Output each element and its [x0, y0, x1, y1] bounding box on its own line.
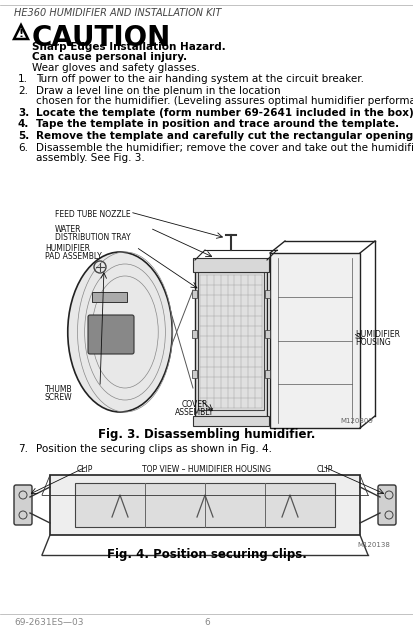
Text: Turn off power to the air handing system at the circuit breaker.: Turn off power to the air handing system…	[36, 74, 363, 84]
Text: FEED TUBE NOZZLE: FEED TUBE NOZZLE	[55, 210, 131, 219]
Text: DISTRIBUTION TRAY: DISTRIBUTION TRAY	[55, 233, 131, 242]
Text: Tape the template in position and trace around the template.: Tape the template in position and trace …	[36, 119, 398, 129]
Text: 6: 6	[204, 618, 209, 627]
Bar	[92, 292, 127, 302]
Text: assembly. See Fig. 3.: assembly. See Fig. 3.	[36, 153, 145, 163]
Bar	[197, 272, 263, 410]
FancyBboxPatch shape	[377, 485, 395, 525]
Text: 6.: 6.	[18, 143, 28, 153]
FancyBboxPatch shape	[88, 315, 134, 354]
Text: HOUSING: HOUSING	[354, 338, 390, 347]
Bar	[264, 290, 269, 298]
Text: chosen for the humidifier. (Leveling assures optimal humidifier performance.): chosen for the humidifier. (Leveling ass…	[36, 96, 413, 106]
Text: M120138: M120138	[356, 542, 389, 548]
Text: CAUTION: CAUTION	[32, 24, 171, 52]
Text: HUMIDIFIER: HUMIDIFIER	[354, 330, 399, 339]
Bar	[264, 330, 269, 338]
Text: CLIP: CLIP	[77, 465, 93, 474]
Text: Disassemble the humidifier; remove the cover and take out the humidifier pad: Disassemble the humidifier; remove the c…	[36, 143, 413, 153]
Ellipse shape	[68, 252, 172, 412]
Text: Remove the template and carefully cut the rectangular opening.: Remove the template and carefully cut th…	[36, 131, 413, 141]
Bar	[50, 475, 359, 535]
Text: HE360 HUMIDIFIER AND INSTALLATION KIT: HE360 HUMIDIFIER AND INSTALLATION KIT	[14, 8, 221, 18]
Text: 2.: 2.	[18, 86, 28, 96]
Bar	[192, 370, 197, 378]
Text: 4.: 4.	[18, 119, 29, 129]
Bar	[192, 258, 268, 272]
Text: TOP VIEW – HUMIDIFIER HOUSING: TOP VIEW – HUMIDIFIER HOUSING	[142, 465, 271, 474]
FancyBboxPatch shape	[14, 485, 32, 525]
Text: Position the securing clips as shown in Fig. 4.: Position the securing clips as shown in …	[36, 444, 271, 454]
Bar	[264, 370, 269, 378]
Bar	[192, 416, 268, 426]
Text: 1.: 1.	[18, 74, 28, 84]
Bar	[269, 253, 359, 428]
Bar	[192, 290, 197, 298]
Text: HUMIDIFIER: HUMIDIFIER	[45, 244, 90, 253]
Text: CLIP: CLIP	[316, 465, 332, 474]
Text: COVER: COVER	[181, 400, 208, 409]
Text: PAD ASSEMBLY: PAD ASSEMBLY	[45, 252, 102, 261]
Text: Fig. 3. Disassembling humidifier.: Fig. 3. Disassembling humidifier.	[98, 428, 315, 441]
Text: ASSEMBLY: ASSEMBLY	[175, 408, 214, 417]
Text: Locate the template (form number 69-2641 included in the box).: Locate the template (form number 69-2641…	[36, 108, 413, 118]
Text: 7.: 7.	[18, 444, 28, 454]
Bar	[192, 330, 197, 338]
Text: 3.: 3.	[18, 108, 29, 118]
Text: Wear gloves and safety glasses.: Wear gloves and safety glasses.	[32, 63, 199, 73]
Text: Fig. 4. Position securing clips.: Fig. 4. Position securing clips.	[107, 548, 306, 561]
Text: THUMB: THUMB	[45, 385, 72, 394]
Text: 69-2631ES—03: 69-2631ES—03	[14, 618, 83, 627]
Bar	[195, 260, 266, 418]
Text: Draw a level line on the plenum in the location: Draw a level line on the plenum in the l…	[36, 86, 280, 96]
Text: Can cause personal injury.: Can cause personal injury.	[32, 52, 187, 63]
Text: SCREW: SCREW	[45, 393, 72, 402]
Text: WATER: WATER	[55, 225, 81, 234]
Bar	[75, 483, 334, 527]
Text: Sharp Edges Installation Hazard.: Sharp Edges Installation Hazard.	[32, 42, 225, 52]
Text: 5.: 5.	[18, 131, 29, 141]
Text: M120809: M120809	[339, 418, 372, 424]
Text: !: !	[19, 29, 24, 39]
